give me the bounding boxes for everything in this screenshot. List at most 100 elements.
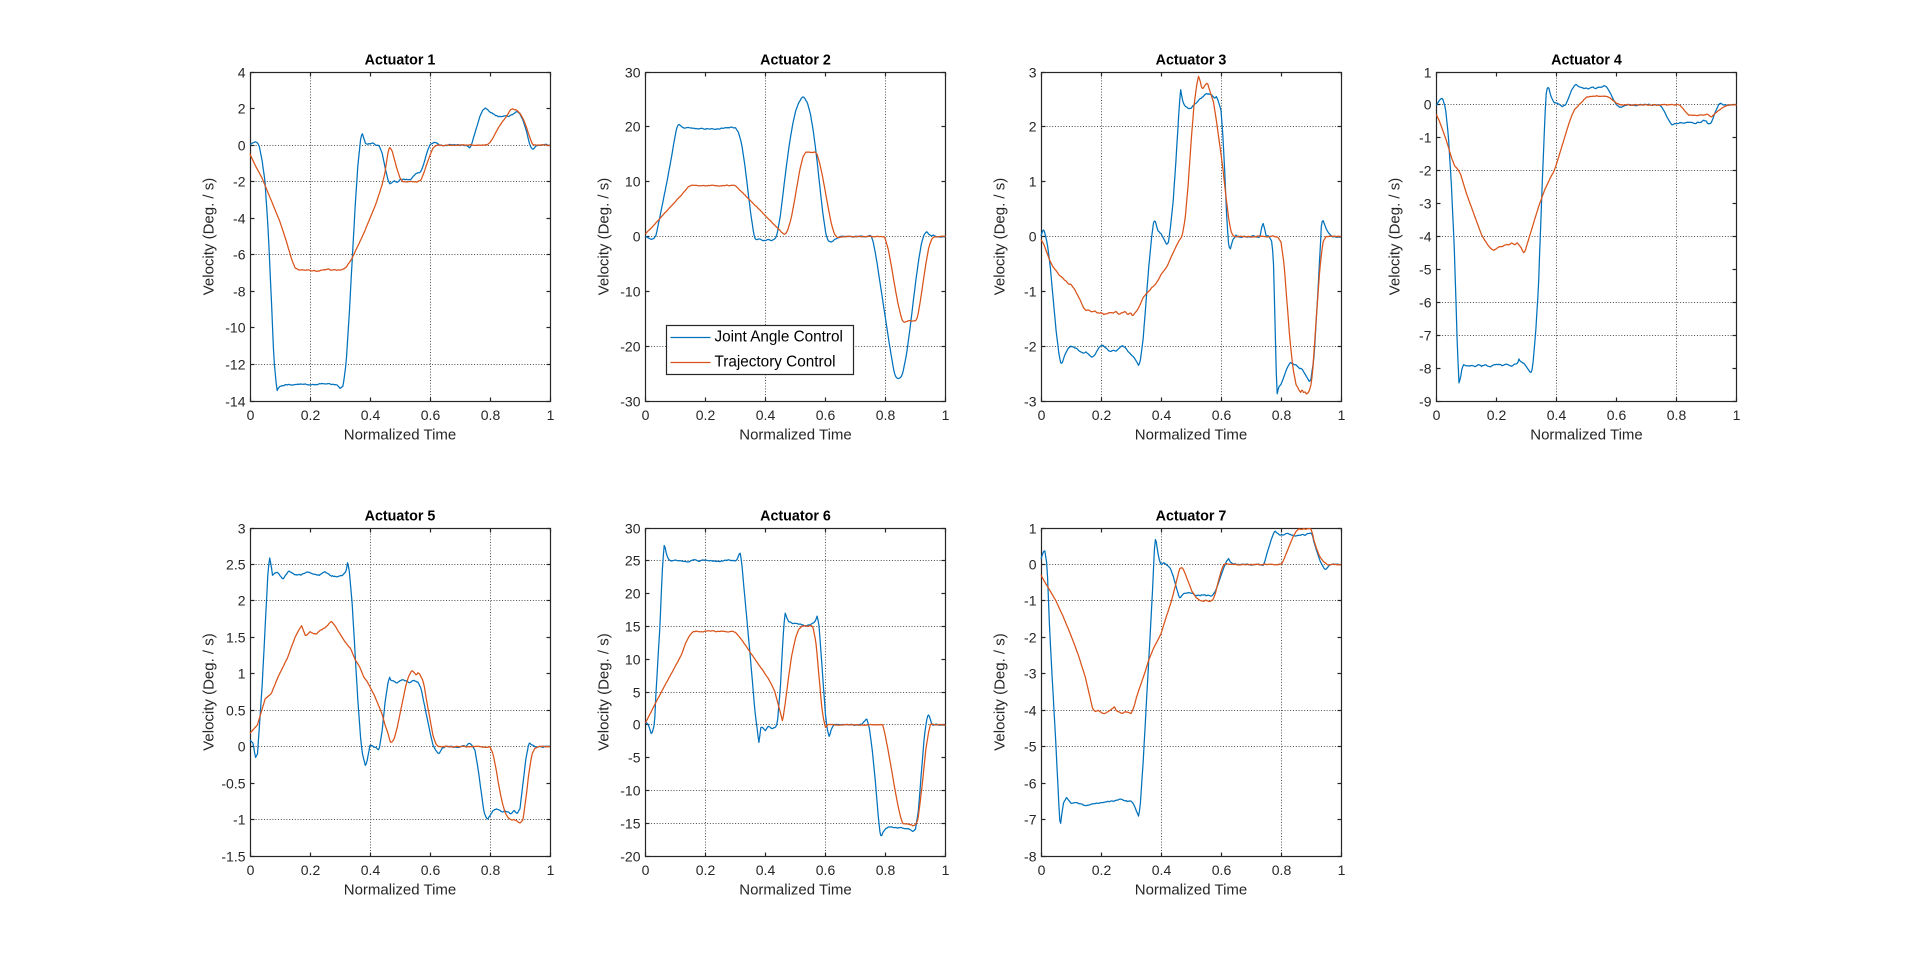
svg-text:0.2: 0.2 — [696, 862, 716, 878]
svg-text:1: 1 — [942, 407, 950, 423]
svg-text:-4: -4 — [1024, 703, 1037, 719]
svg-text:-5: -5 — [1419, 262, 1432, 278]
svg-text:-1: -1 — [1024, 284, 1037, 300]
svg-text:1: 1 — [547, 407, 555, 423]
svg-text:0.4: 0.4 — [1152, 407, 1172, 423]
svg-text:0.4: 0.4 — [756, 862, 776, 878]
svg-text:1: 1 — [1424, 65, 1432, 81]
svg-text:-10: -10 — [620, 783, 640, 799]
svg-text:0.4: 0.4 — [361, 407, 381, 423]
svg-text:1.5: 1.5 — [226, 630, 246, 646]
svg-text:-1: -1 — [1419, 130, 1432, 146]
svg-text:0: 0 — [1038, 862, 1046, 878]
svg-text:Actuator 6: Actuator 6 — [760, 509, 831, 525]
svg-text:-8: -8 — [233, 284, 246, 300]
svg-text:0.8: 0.8 — [1272, 407, 1292, 423]
svg-text:2: 2 — [238, 101, 246, 117]
svg-text:3: 3 — [238, 521, 246, 537]
svg-text:Actuator 1: Actuator 1 — [365, 53, 436, 69]
svg-text:0.2: 0.2 — [1092, 862, 1112, 878]
svg-text:-10: -10 — [620, 284, 640, 300]
svg-text:-15: -15 — [620, 816, 640, 832]
svg-text:-7: -7 — [1419, 328, 1432, 344]
svg-text:1: 1 — [238, 666, 246, 682]
svg-text:-30: -30 — [620, 394, 640, 410]
svg-text:0.6: 0.6 — [816, 862, 836, 878]
svg-text:3: 3 — [1029, 65, 1037, 81]
svg-text:15: 15 — [625, 619, 641, 635]
svg-text:0: 0 — [1424, 97, 1432, 113]
svg-text:Velocity (Deg. / s): Velocity (Deg. / s) — [201, 178, 218, 296]
svg-text:-2: -2 — [1024, 339, 1037, 355]
svg-text:-8: -8 — [1024, 849, 1037, 865]
svg-text:Actuator 3: Actuator 3 — [1156, 53, 1227, 69]
svg-text:Actuator 5: Actuator 5 — [365, 509, 436, 525]
svg-text:0.4: 0.4 — [1152, 862, 1172, 878]
svg-text:0.5: 0.5 — [226, 703, 246, 719]
svg-text:1: 1 — [1733, 407, 1741, 423]
svg-text:10: 10 — [625, 652, 641, 668]
svg-text:20: 20 — [625, 586, 641, 602]
svg-text:-4: -4 — [1419, 229, 1432, 245]
svg-text:25: 25 — [625, 553, 641, 569]
svg-text:0.8: 0.8 — [1667, 407, 1687, 423]
svg-text:Velocity (Deg. / s): Velocity (Deg. / s) — [201, 633, 218, 751]
svg-text:-2: -2 — [1419, 163, 1432, 179]
svg-text:30: 30 — [625, 65, 641, 81]
svg-text:2: 2 — [238, 593, 246, 609]
svg-text:Normalized Time: Normalized Time — [739, 427, 852, 444]
svg-text:-0.5: -0.5 — [221, 776, 245, 792]
svg-text:0.4: 0.4 — [756, 407, 776, 423]
svg-text:2: 2 — [1029, 119, 1037, 135]
svg-text:-6: -6 — [233, 247, 246, 263]
svg-text:Joint Angle Control: Joint Angle Control — [715, 329, 843, 346]
svg-text:0: 0 — [1029, 557, 1037, 573]
svg-text:-6: -6 — [1419, 295, 1432, 311]
svg-text:0: 0 — [633, 229, 641, 245]
svg-text:0: 0 — [247, 862, 255, 878]
svg-text:Normalized Time: Normalized Time — [1135, 427, 1248, 444]
svg-text:1: 1 — [942, 862, 950, 878]
svg-text:0.8: 0.8 — [1272, 862, 1292, 878]
svg-text:-5: -5 — [628, 750, 641, 766]
svg-text:Velocity (Deg. / s): Velocity (Deg. / s) — [992, 178, 1009, 296]
svg-text:5: 5 — [633, 685, 641, 701]
svg-text:30: 30 — [625, 521, 641, 537]
svg-text:Actuator 4: Actuator 4 — [1551, 53, 1622, 69]
svg-text:0: 0 — [1029, 229, 1037, 245]
svg-text:0.6: 0.6 — [816, 407, 836, 423]
svg-text:1: 1 — [1029, 521, 1037, 537]
svg-text:-3: -3 — [1024, 394, 1037, 410]
svg-text:0.2: 0.2 — [1092, 407, 1112, 423]
svg-text:-12: -12 — [225, 357, 245, 373]
svg-text:0.8: 0.8 — [481, 862, 501, 878]
svg-text:Normalized Time: Normalized Time — [739, 882, 852, 899]
svg-text:0.6: 0.6 — [421, 862, 441, 878]
svg-text:0.2: 0.2 — [301, 862, 321, 878]
svg-text:0.6: 0.6 — [1212, 407, 1232, 423]
svg-text:1: 1 — [547, 862, 555, 878]
svg-text:0.2: 0.2 — [696, 407, 716, 423]
svg-text:0: 0 — [238, 739, 246, 755]
svg-text:0.8: 0.8 — [876, 862, 896, 878]
svg-text:0.4: 0.4 — [1547, 407, 1567, 423]
svg-text:10: 10 — [625, 174, 641, 190]
svg-text:-2: -2 — [233, 174, 246, 190]
svg-text:0.2: 0.2 — [1487, 407, 1507, 423]
svg-text:Actuator 7: Actuator 7 — [1156, 509, 1227, 525]
svg-text:0.6: 0.6 — [421, 407, 441, 423]
svg-text:-1: -1 — [233, 812, 246, 828]
svg-text:-6: -6 — [1024, 776, 1037, 792]
svg-text:1: 1 — [1338, 407, 1346, 423]
svg-text:-2: -2 — [1024, 630, 1037, 646]
svg-text:0: 0 — [633, 717, 641, 733]
svg-text:0: 0 — [642, 407, 650, 423]
svg-text:1: 1 — [1338, 862, 1346, 878]
svg-text:0.8: 0.8 — [876, 407, 896, 423]
svg-text:-10: -10 — [225, 320, 245, 336]
svg-text:-14: -14 — [225, 394, 245, 410]
svg-text:Normalized Time: Normalized Time — [344, 882, 457, 899]
svg-text:Normalized Time: Normalized Time — [344, 427, 457, 444]
svg-text:0: 0 — [238, 138, 246, 154]
svg-text:-3: -3 — [1024, 666, 1037, 682]
